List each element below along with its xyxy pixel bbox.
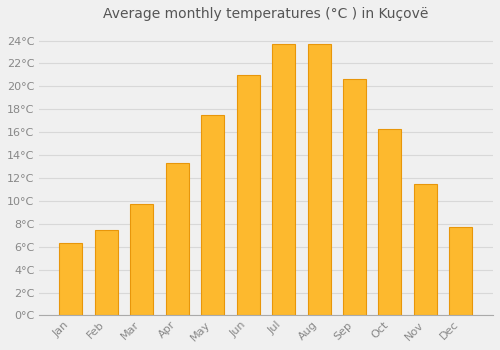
Bar	[308, 44, 330, 315]
Bar	[414, 184, 437, 315]
Bar	[94, 230, 118, 315]
Title: Average monthly temperatures (°C ) in Kuçovë: Average monthly temperatures (°C ) in Ku…	[103, 7, 428, 21]
Bar	[272, 44, 295, 315]
Bar	[343, 79, 366, 315]
Bar	[378, 129, 402, 315]
Bar	[236, 75, 260, 315]
Bar	[201, 115, 224, 315]
Bar	[60, 243, 82, 315]
Bar	[450, 227, 472, 315]
Bar	[166, 163, 188, 315]
Bar	[130, 204, 153, 315]
